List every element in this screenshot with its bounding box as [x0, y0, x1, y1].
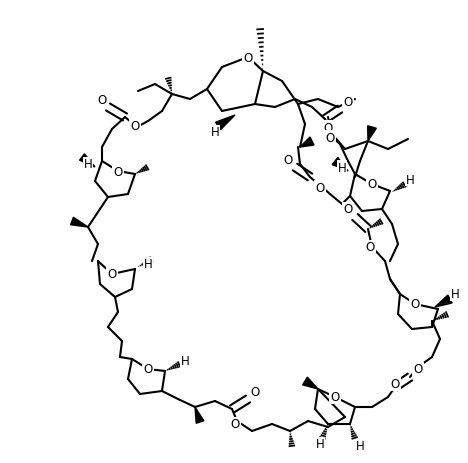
Text: O: O — [113, 165, 123, 178]
Text: O: O — [344, 96, 352, 109]
Polygon shape — [216, 116, 235, 131]
Polygon shape — [300, 138, 314, 148]
Text: O: O — [131, 120, 139, 133]
Text: H: H — [144, 258, 153, 271]
Text: O: O — [243, 51, 253, 64]
Text: H: H — [84, 158, 92, 171]
Text: O: O — [413, 363, 423, 375]
Text: H: H — [181, 355, 190, 368]
Polygon shape — [368, 126, 376, 142]
Text: O: O — [344, 203, 352, 216]
Text: O: O — [325, 131, 335, 144]
Text: O: O — [367, 178, 377, 191]
Polygon shape — [71, 218, 88, 227]
Text: O: O — [143, 363, 153, 375]
Polygon shape — [332, 158, 348, 172]
Text: O: O — [390, 378, 400, 391]
Polygon shape — [435, 295, 452, 307]
Text: O: O — [107, 268, 117, 281]
Polygon shape — [80, 155, 95, 168]
Text: H: H — [337, 161, 346, 174]
Text: O: O — [230, 418, 240, 431]
Text: H: H — [315, 438, 324, 450]
Text: O: O — [330, 391, 340, 404]
Text: O: O — [410, 298, 420, 311]
Polygon shape — [303, 377, 318, 389]
Text: O: O — [284, 153, 292, 166]
Text: O: O — [366, 241, 374, 254]
Text: O: O — [315, 181, 325, 194]
Polygon shape — [195, 407, 204, 423]
Text: H: H — [211, 126, 219, 139]
Text: H: H — [356, 439, 365, 452]
Text: O: O — [323, 121, 333, 134]
Text: H: H — [406, 173, 414, 186]
Text: H: H — [451, 288, 460, 301]
Text: O: O — [97, 94, 107, 106]
Text: O: O — [250, 386, 260, 399]
